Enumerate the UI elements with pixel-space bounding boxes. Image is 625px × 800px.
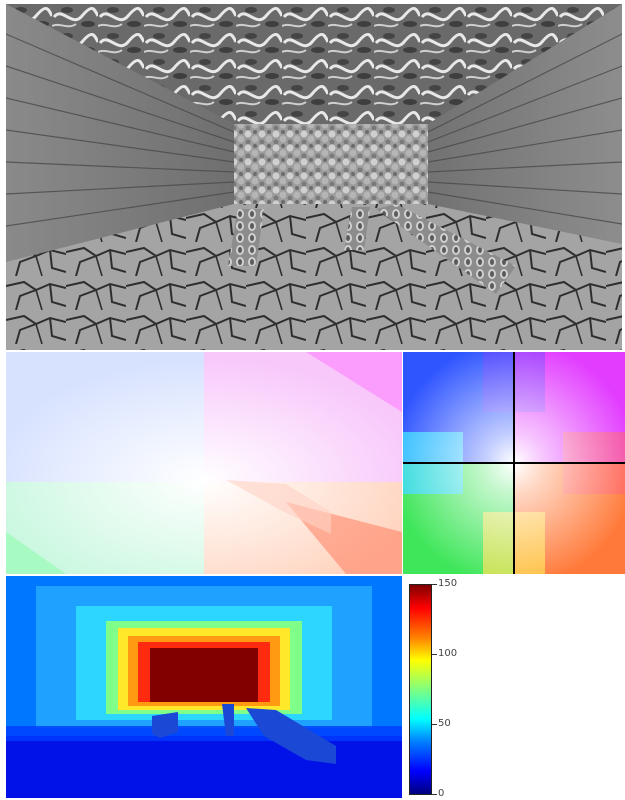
colorbar-tick-label: 50: [438, 718, 451, 729]
obstacle-rod: [376, 204, 516, 294]
depth-obstacle: [222, 704, 234, 736]
colorbar-tick-mark: [432, 794, 437, 795]
depth-colorbar: [409, 584, 432, 795]
back-wall: [234, 124, 428, 204]
optical-flow-image: [6, 352, 402, 574]
right-wall: [428, 4, 622, 244]
depth-obstacle: [152, 712, 178, 738]
colorbar-tick-label: 0: [438, 788, 445, 799]
colorbar-tick-mark: [432, 584, 437, 585]
depth-far-wall: [150, 648, 258, 702]
depth-map-panel: [6, 576, 402, 798]
stone-floor: [6, 204, 622, 350]
rendered-scene-image: [6, 4, 622, 350]
colorbar-tick-label: 150: [438, 578, 458, 589]
colorbar-tick-mark: [432, 724, 437, 725]
flow-color-wheel-panel: [403, 352, 625, 574]
obstacle-rod: [228, 209, 264, 266]
colorbar-tick-mark: [432, 654, 437, 655]
left-wall: [6, 4, 234, 262]
depth-map-image: [6, 576, 402, 798]
ceiling-surface: [6, 4, 622, 124]
rendered-scene-panel: [6, 4, 622, 350]
optical-flow-panel: [6, 352, 402, 574]
flow-color-wheel: [403, 352, 625, 574]
depth-obstacle: [246, 708, 336, 764]
obstacle-rod: [344, 207, 370, 250]
colorbar-tick-label: 100: [438, 648, 458, 659]
